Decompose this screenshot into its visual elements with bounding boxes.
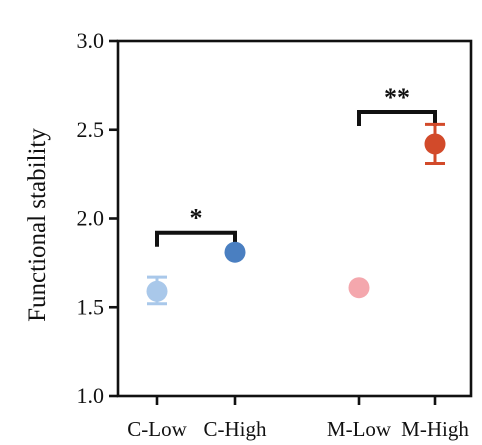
- plot-border: [116, 39, 473, 398]
- y-tick-label: 2.5: [77, 117, 105, 142]
- x-tick-label: C-High: [204, 417, 268, 441]
- y-axis-ticks: 1.0 1.5 2.0 2.5 3.0: [77, 28, 118, 408]
- x-tick-label: M-High: [401, 417, 469, 441]
- data-point: [424, 133, 446, 155]
- x-tick-label: C-Low: [127, 417, 187, 441]
- plot-frame: [116, 39, 473, 398]
- data-point-group: [224, 241, 246, 263]
- y-tick-label: 1.0: [77, 383, 105, 408]
- y-tick-label: 1.5: [77, 294, 105, 319]
- data-point-group: [424, 122, 446, 165]
- significance-label: *: [190, 204, 203, 233]
- significance-bracket: [155, 230, 237, 247]
- significance-label: **: [384, 83, 410, 112]
- y-axis-label: Functional stability: [24, 128, 51, 322]
- x-tick-label: M-Low: [327, 417, 392, 441]
- x-axis-ticks: C-Low C-High M-Low M-High: [127, 396, 469, 441]
- data-point-group: [146, 275, 168, 306]
- data-point: [348, 277, 370, 299]
- data-point: [224, 241, 246, 263]
- data-points: [146, 122, 446, 306]
- data-point: [146, 280, 168, 302]
- y-tick-label: 2.0: [77, 206, 105, 231]
- significance-brackets: ***: [155, 83, 437, 247]
- significance-bracket: [357, 110, 437, 126]
- data-point-group: [348, 277, 370, 299]
- y-tick-label: 3.0: [77, 28, 105, 53]
